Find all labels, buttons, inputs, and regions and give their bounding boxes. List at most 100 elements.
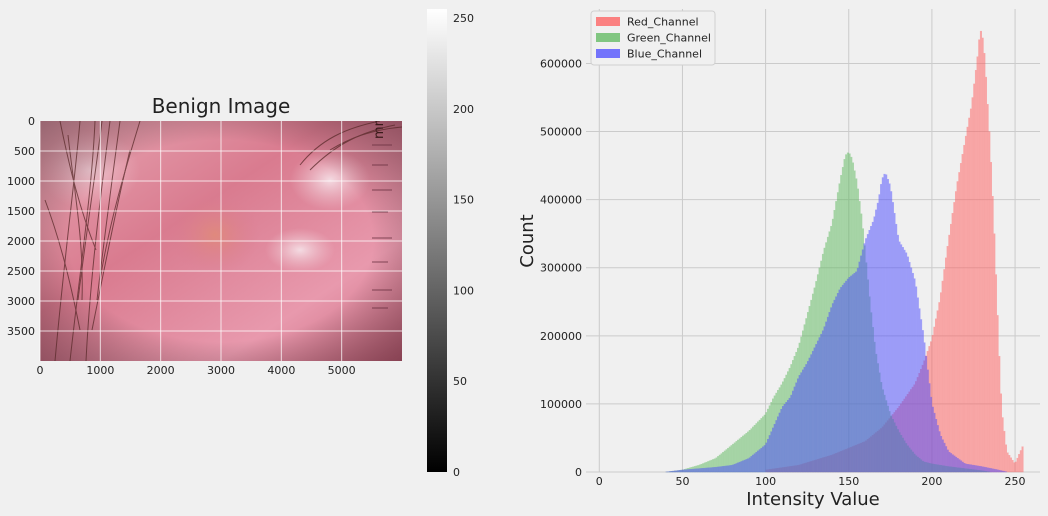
histogram-bar	[978, 39, 981, 473]
legend-swatch	[596, 33, 620, 42]
y-axis-label: Count	[517, 214, 538, 267]
histogram-bar	[806, 361, 810, 473]
histogram-y-tick-label: 300000	[540, 262, 582, 275]
histogram-bar	[683, 469, 686, 473]
histogram-bar	[933, 412, 936, 473]
histogram-bar	[831, 303, 834, 473]
histogram-bar	[762, 446, 765, 473]
histogram-bar	[866, 234, 869, 473]
histogram-bar	[969, 464, 973, 473]
ruler-ticks	[372, 144, 392, 309]
histogram-bar	[993, 468, 996, 473]
histogram-bar	[996, 315, 999, 473]
series-blue-channel	[665, 173, 1007, 473]
histogram-bar	[830, 307, 833, 473]
histogram-bar	[687, 469, 690, 473]
legend-label: Green_Channel	[627, 32, 711, 45]
histogram-bar	[808, 357, 811, 473]
histogram-bar	[856, 267, 859, 473]
histogram-panel: 0 50 100 150 200 250 0 100000 200000 300000 40000…	[517, 9, 1040, 510]
histogram-bar	[845, 280, 848, 473]
histogram-bar	[717, 466, 720, 473]
histogram-bar	[963, 144, 966, 473]
histogram-bar	[926, 369, 929, 473]
histogram-bar	[675, 470, 678, 473]
histogram-bar	[971, 97, 974, 473]
histogram-bar	[690, 469, 693, 473]
histogram-bar	[760, 447, 763, 473]
histogram-bar	[961, 461, 964, 473]
histogram-bar	[951, 213, 954, 473]
histogram-bar	[886, 179, 889, 473]
histogram-x-tick-label: 50	[675, 475, 689, 488]
histogram-bar	[793, 386, 796, 473]
histogram-bar	[945, 257, 948, 473]
histogram-bar	[954, 456, 958, 473]
histogram-bar	[745, 459, 748, 473]
histogram-bar	[782, 406, 785, 473]
histogram-bar	[722, 466, 725, 473]
histogram-bar	[840, 286, 843, 473]
histogram-bar	[790, 394, 793, 473]
histogram-y-tick-label: 200000	[540, 330, 582, 343]
histogram-bar	[703, 467, 706, 473]
histogram-bar	[978, 465, 981, 473]
colorbar-tick-label: 100	[453, 284, 474, 297]
histogram-bar	[875, 209, 878, 473]
image-y-tick-label: 3500	[7, 325, 35, 338]
legend-swatch	[596, 17, 620, 26]
histogram-bar	[723, 465, 726, 473]
colorbar-gradient	[427, 9, 447, 472]
histogram-bar	[823, 326, 826, 473]
colorbar-tick-label: 200	[453, 103, 474, 116]
histogram-bar	[697, 468, 700, 473]
histogram-bar	[996, 469, 999, 473]
histogram-bar	[911, 272, 914, 473]
histogram-bar	[890, 191, 893, 473]
histogram-bar	[958, 172, 961, 473]
histogram-bar	[878, 194, 881, 473]
histogram-bar	[785, 402, 788, 473]
histogram-bar	[916, 297, 919, 473]
histogram-bar	[976, 56, 979, 473]
histogram-bar	[678, 470, 681, 473]
histogram-bar	[712, 467, 715, 473]
histogram-bar	[1003, 471, 1006, 473]
histogram-bar	[672, 470, 675, 473]
histogram-y-ticks: 0 100000 200000 300000 400000 500000 600000	[540, 57, 582, 479]
histogram-bar	[908, 262, 911, 473]
legend-item: Blue_Channel	[596, 48, 702, 61]
histogram-bar	[753, 453, 756, 473]
image-x-tick-label: 1000	[86, 364, 114, 377]
histogram-bar	[953, 202, 956, 473]
histogram-bar	[768, 435, 771, 473]
image-y-tick-label: 1000	[7, 175, 35, 188]
histogram-bar	[740, 461, 743, 473]
legend-label: Red_Channel	[627, 16, 699, 29]
histogram-bar	[893, 213, 896, 473]
histogram-bar	[948, 234, 951, 473]
histogram-bar	[969, 108, 973, 473]
histogram-bar	[733, 463, 736, 473]
hair-strands	[44, 121, 402, 361]
histogram-bar	[811, 350, 815, 473]
histogram-bar	[981, 466, 984, 473]
histogram-bar	[770, 431, 773, 473]
histogram-bar	[838, 289, 841, 473]
histogram-bar	[772, 427, 775, 473]
histogram-bar	[946, 246, 949, 473]
image-y-tick-label: 2500	[7, 265, 35, 278]
histogram-bar	[720, 466, 723, 473]
histogram-bar	[958, 459, 961, 473]
image-y-ticks: 0 500 1000 1500 2000 2500 3000 3500	[7, 115, 35, 338]
histogram-bar	[999, 393, 1002, 473]
histogram-bar	[715, 466, 718, 473]
histogram-bar	[966, 464, 969, 473]
histogram-bar	[868, 230, 871, 473]
histogram-bar	[1014, 461, 1017, 473]
histogram-bar	[730, 465, 733, 473]
histogram-bar	[836, 293, 839, 473]
histogram-bar	[763, 445, 766, 473]
histogram-bar	[795, 382, 798, 473]
histogram-y-tick-label: 500000	[540, 126, 582, 139]
